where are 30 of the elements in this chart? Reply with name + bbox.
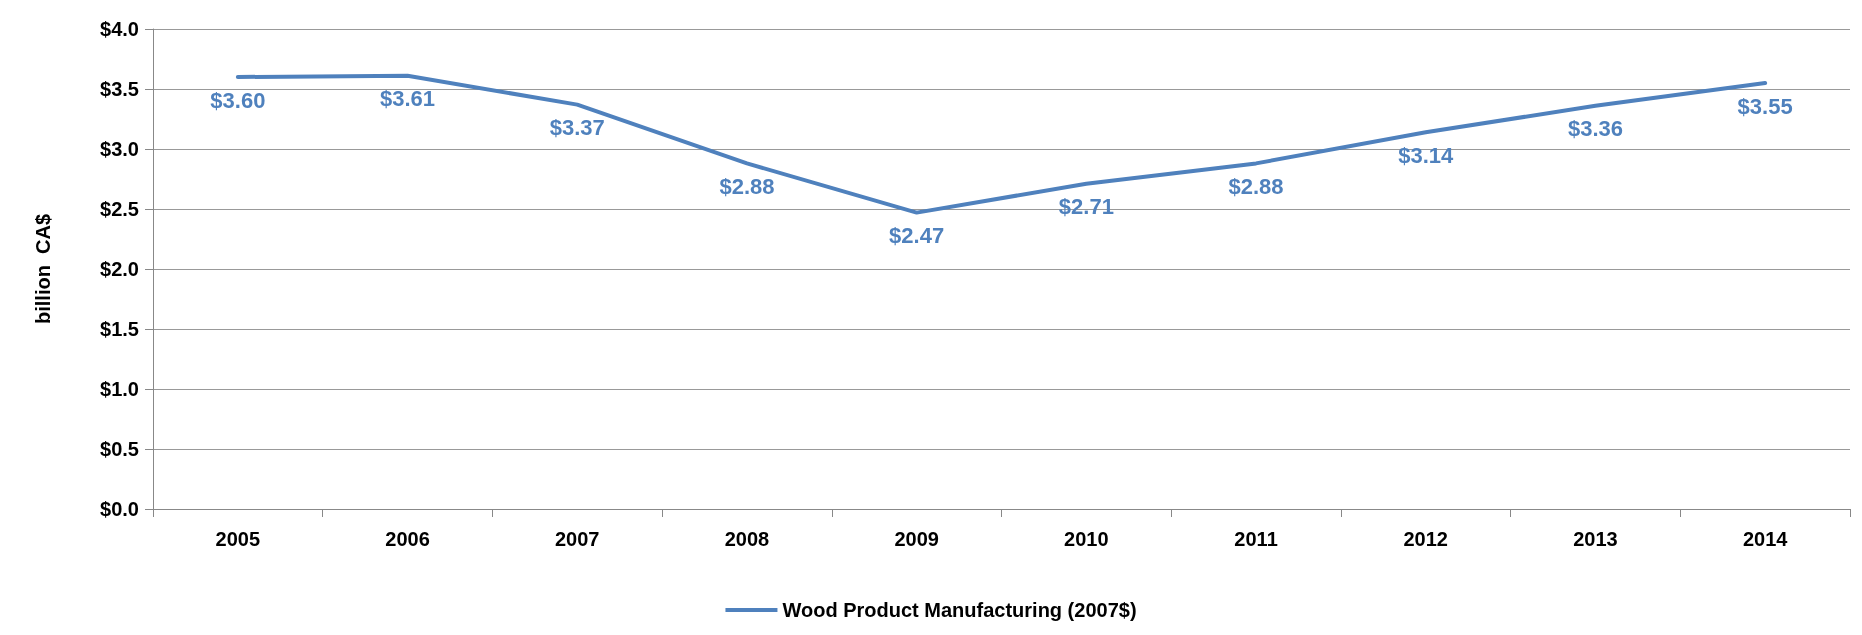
x-tick-label: 2006 xyxy=(385,528,430,550)
y-tick-label: $3.5 xyxy=(100,78,139,100)
data-label: $2.88 xyxy=(1228,173,1284,199)
y-tick-label: $0.5 xyxy=(100,438,139,460)
y-tick-label: $3.0 xyxy=(100,138,139,160)
x-tick-label: 2007 xyxy=(555,528,600,550)
x-tick-label: 2010 xyxy=(1064,528,1109,550)
y-tick-label: $1.5 xyxy=(100,318,139,340)
x-tick-label: 2011 xyxy=(1234,528,1278,550)
x-tick-label: 2009 xyxy=(894,528,939,550)
x-tick-label: 2008 xyxy=(724,528,770,550)
x-tick-label: 2014 xyxy=(1742,528,1789,550)
data-label: $3.60 xyxy=(210,87,266,113)
x-tick-label: 2005 xyxy=(215,528,261,550)
y-tick-label: $2.0 xyxy=(100,258,139,280)
y-tick-label: $1.0 xyxy=(100,378,139,400)
data-label: $3.36 xyxy=(1567,116,1623,142)
y-tick-label: $0.0 xyxy=(100,498,139,520)
data-label: $2.47 xyxy=(889,223,945,249)
data-label: $3.55 xyxy=(1737,93,1793,119)
data-label: $3.37 xyxy=(549,115,605,141)
data-label: $3.14 xyxy=(1398,142,1455,168)
legend-label: Wood Product Manufacturing (2007$) xyxy=(782,599,1137,621)
y-tick-label: $2.5 xyxy=(100,198,139,220)
x-tick-label: 2013 xyxy=(1573,528,1618,550)
data-label: $2.88 xyxy=(719,173,775,199)
y-axis-title: billion CA$ xyxy=(32,214,54,324)
y-tick-label: $4.0 xyxy=(100,18,139,40)
data-label: $3.61 xyxy=(380,86,436,112)
x-tick-label: 2012 xyxy=(1403,528,1448,550)
